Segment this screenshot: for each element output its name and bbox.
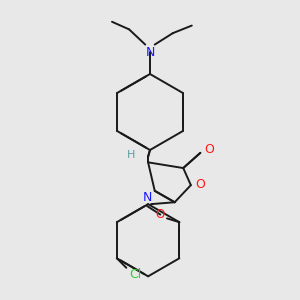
Text: N: N: [145, 46, 155, 59]
Text: O: O: [156, 208, 165, 221]
Text: N: N: [142, 191, 152, 204]
Text: O: O: [204, 143, 214, 157]
Text: H: H: [127, 150, 135, 160]
Text: O: O: [195, 178, 205, 191]
Text: Cl: Cl: [129, 268, 141, 281]
